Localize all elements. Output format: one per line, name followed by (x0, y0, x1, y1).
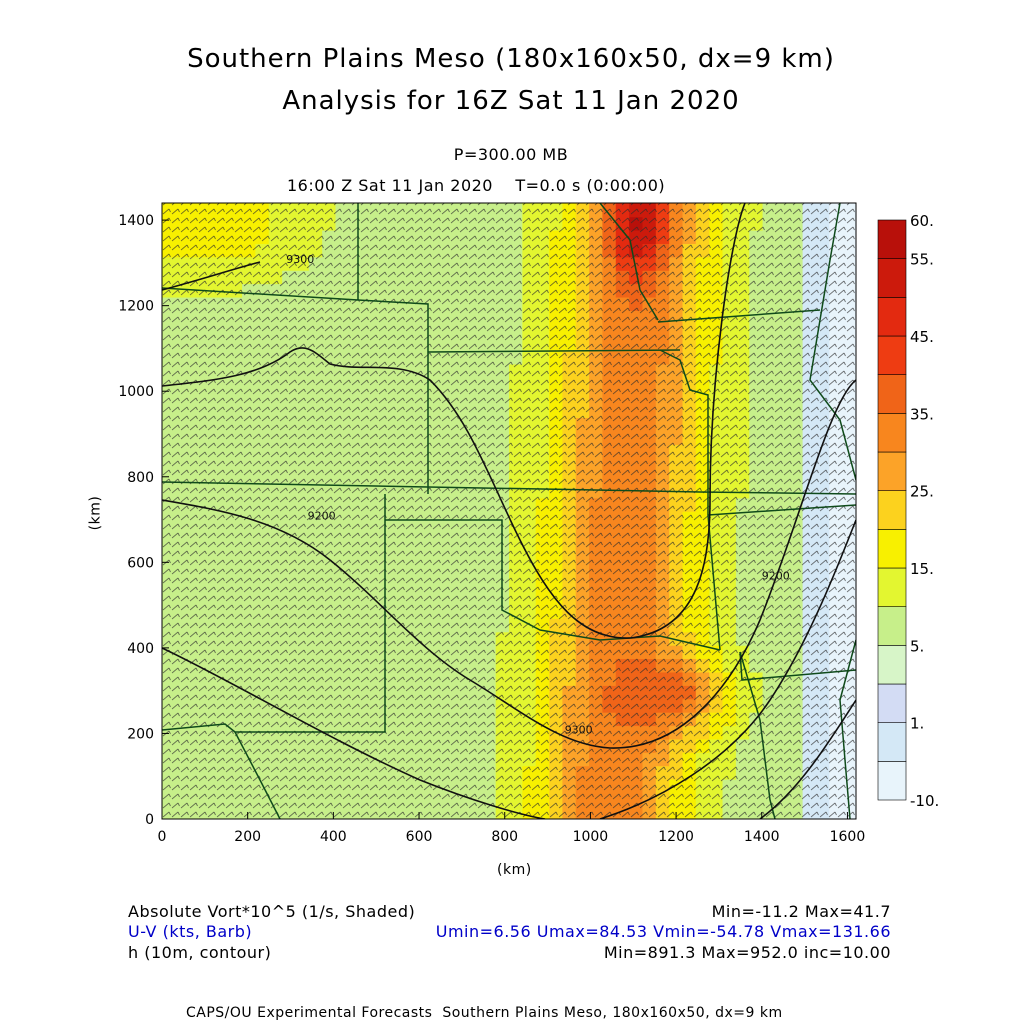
colorbar-label: 35. (910, 405, 934, 423)
colorbar-swatch (877, 645, 907, 685)
colorbar-swatch (877, 490, 907, 530)
colorbar-swatch (877, 529, 907, 569)
field1-label: Absolute Vort*10^5 (1/s, Shaded) (128, 902, 416, 921)
colorbar: 60. 55. 45. 35. 25. 15. 5. 1. -10. (877, 212, 939, 810)
field3-stats: Min=891.3 Max=952.0 inc=10.00 (603, 943, 891, 962)
colorbar-label: 45. (910, 328, 934, 346)
colorbar-swatch (877, 258, 907, 298)
colorbar-swatch (877, 219, 907, 259)
field2-label: U-V (kts, Barb) (128, 922, 253, 941)
colorbar-label: 25. (910, 483, 934, 501)
colorbar-swatch (877, 335, 907, 375)
contour-label: 9200 (308, 510, 336, 523)
y-tick-label: 600 (127, 555, 154, 571)
colorbar-swatch (877, 451, 907, 491)
x-tick-label: 0 (158, 829, 167, 845)
x-tick-label: 1400 (744, 829, 780, 845)
colorbar-swatch (877, 297, 907, 337)
x-tick-label: 1000 (573, 829, 609, 845)
colorbar-swatch (877, 761, 907, 801)
colorbar-label: 60. (910, 212, 934, 230)
colorbar-swatch (877, 567, 907, 607)
y-tick-label: 400 (127, 641, 154, 657)
colorbar-swatch (877, 606, 907, 646)
y-tick-label: 1000 (118, 384, 154, 400)
field3-label: h (10m, contour) (128, 943, 272, 962)
contour-labels: 9300 9200 9300 9200 (286, 253, 790, 737)
colorbar-label: 55. (910, 251, 934, 269)
y-tick-label: 1400 (118, 213, 154, 229)
x-axis: 0 200 400 600 800 1000 1200 1400 1600 (158, 812, 866, 845)
x-tick-label: 1200 (658, 829, 694, 845)
contour-label: 9300 (286, 253, 314, 266)
height-contours (162, 203, 856, 819)
x-tick-label: 800 (491, 829, 518, 845)
y-tick-label: 0 (145, 812, 154, 828)
x-tick-label: 400 (320, 829, 347, 845)
valid-time-label: 16:00 Z Sat 11 Jan 2020 T=0.0 s (0:00:00… (287, 176, 666, 195)
colorbar-swatch (877, 374, 907, 414)
colorbar-label: -10. (910, 792, 939, 810)
x-tick-label: 600 (406, 829, 433, 845)
field2-stats: Umin=6.56 Umax=84.53 Vmin=-54.78 Vmax=13… (435, 922, 891, 941)
contour-label: 9200 (762, 569, 790, 582)
pressure-level-label: P=300.00 MB (453, 145, 569, 164)
plot-frame (161, 202, 857, 820)
credit-line: CAPS/OU Experimental Forecasts Southern … (186, 1005, 783, 1021)
x-tick-label: 1600 (830, 829, 866, 845)
colorbar-swatch (877, 683, 907, 723)
chart-title-line1: Southern Plains Meso (180x160x50, dx=9 k… (187, 44, 835, 74)
colorbar-label: 1. (910, 715, 924, 733)
field1-stats: Min=-11.2 Max=41.7 (711, 902, 891, 921)
y-axis: 0 200 400 600 800 1000 1200 1400 (118, 213, 169, 828)
chart-title-line2: Analysis for 16Z Sat 11 Jan 2020 (282, 86, 740, 116)
wind-barbs (162, 203, 856, 819)
x-tick-label: 200 (234, 829, 261, 845)
y-axis-label: (km) (87, 495, 104, 531)
y-tick-label: 1200 (118, 299, 154, 315)
state-boundaries (162, 203, 856, 819)
x-axis-label: (km) (497, 862, 532, 878)
y-tick-label: 200 (127, 726, 154, 742)
colorbar-label: 5. (910, 637, 924, 655)
colorbar-swatch (877, 413, 907, 453)
contour-label: 9300 (565, 723, 593, 736)
y-tick-label: 800 (127, 470, 154, 486)
colorbar-swatch (877, 722, 907, 762)
colorbar-label: 15. (910, 560, 934, 578)
